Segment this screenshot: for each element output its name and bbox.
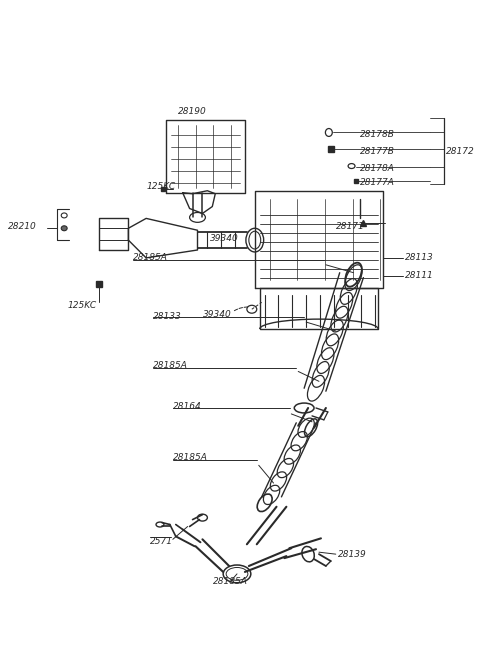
Text: 28172: 28172 (446, 147, 475, 156)
Ellipse shape (61, 226, 67, 231)
Text: 28210: 28210 (8, 222, 36, 231)
Text: 39340: 39340 (203, 309, 232, 319)
Text: 2571: 2571 (150, 537, 173, 546)
Text: 28113: 28113 (405, 254, 433, 262)
Text: 28171: 28171 (336, 222, 364, 231)
Text: 28111: 28111 (405, 271, 433, 280)
Text: 28178A: 28178A (360, 164, 396, 173)
Text: 39340: 39340 (210, 234, 239, 242)
Text: 28185A: 28185A (173, 453, 208, 462)
Text: 28133: 28133 (153, 311, 182, 321)
Text: 28185A: 28185A (213, 577, 248, 586)
Text: 125KC: 125KC (146, 182, 175, 191)
Text: 28178B: 28178B (360, 130, 396, 139)
Text: 28177B: 28177B (360, 147, 396, 156)
Text: 125KC: 125KC (67, 301, 96, 310)
Text: 28185A: 28185A (133, 254, 168, 262)
Text: 28185A: 28185A (153, 361, 188, 370)
Text: 28177A: 28177A (360, 178, 396, 187)
Text: 28190: 28190 (178, 107, 207, 116)
Text: 28164: 28164 (173, 401, 202, 411)
Text: 28139: 28139 (338, 550, 367, 558)
